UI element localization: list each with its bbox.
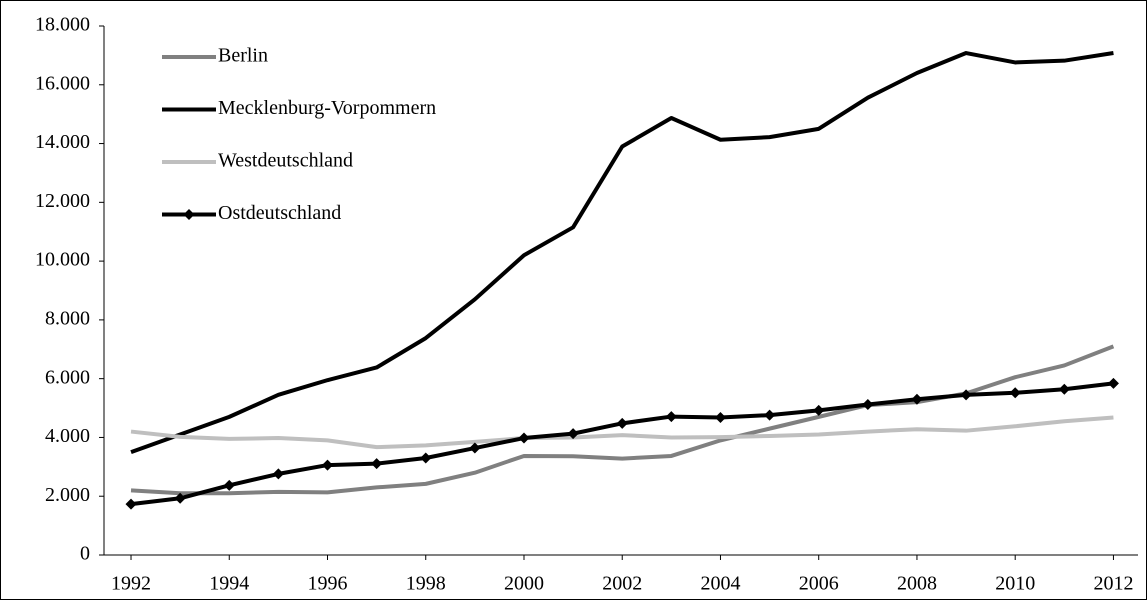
point-marker <box>272 468 284 480</box>
y-tick-label: 10.000 <box>35 249 90 271</box>
x-tick-label: 1996 <box>308 573 348 595</box>
point-marker <box>1107 377 1119 389</box>
point-marker <box>567 428 579 440</box>
y-tick-label: 0 <box>80 543 90 565</box>
x-tick-label: 2006 <box>799 573 839 595</box>
y-tick-label: 16.000 <box>35 72 90 94</box>
point-marker <box>616 417 628 429</box>
point-marker <box>911 393 923 405</box>
series-line <box>130 51 1114 455</box>
y-tick-label: 14.000 <box>35 131 90 153</box>
y-tick-label: 2.000 <box>45 484 90 506</box>
y-tick-label: 8.000 <box>45 307 90 329</box>
legend-marker <box>183 209 195 220</box>
point-marker <box>371 458 383 470</box>
y-tick-label: 18.000 <box>35 14 90 36</box>
y-tick-label: 12.000 <box>35 190 90 212</box>
point-marker <box>469 442 481 454</box>
y-tick-label: 6.000 <box>45 366 90 388</box>
point-marker <box>223 479 235 491</box>
series-line <box>130 415 1114 450</box>
y-tick-label: 4.000 <box>45 425 90 447</box>
legend-label: Ostdeutschland <box>218 202 341 224</box>
legend-label: Westdeutschland <box>218 150 353 172</box>
point-marker <box>960 389 972 401</box>
x-tick-label: 2010 <box>995 573 1035 595</box>
point-marker <box>665 411 677 423</box>
point-marker <box>714 411 726 423</box>
point-marker <box>518 432 530 444</box>
point-marker <box>174 492 186 504</box>
x-tick-label: 2012 <box>1093 573 1133 595</box>
point-marker <box>1009 387 1021 399</box>
point-marker <box>764 409 776 421</box>
point-marker <box>322 459 334 471</box>
point-marker <box>125 498 137 510</box>
legend-label: Mecklenburg-Vorpommern <box>218 97 436 119</box>
point-marker <box>1058 383 1070 395</box>
x-tick-label: 2008 <box>897 573 937 595</box>
x-tick-label: 2004 <box>700 573 740 595</box>
legend-label: Berlin <box>218 45 268 67</box>
x-tick-label: 2000 <box>504 573 544 595</box>
x-tick-label: 1998 <box>406 573 446 595</box>
point-marker <box>813 404 825 416</box>
x-tick-label: 1992 <box>111 573 151 595</box>
x-tick-label: 2002 <box>602 573 642 595</box>
point-marker <box>862 399 874 411</box>
point-marker <box>420 452 432 464</box>
x-tick-label: 1994 <box>209 573 249 595</box>
